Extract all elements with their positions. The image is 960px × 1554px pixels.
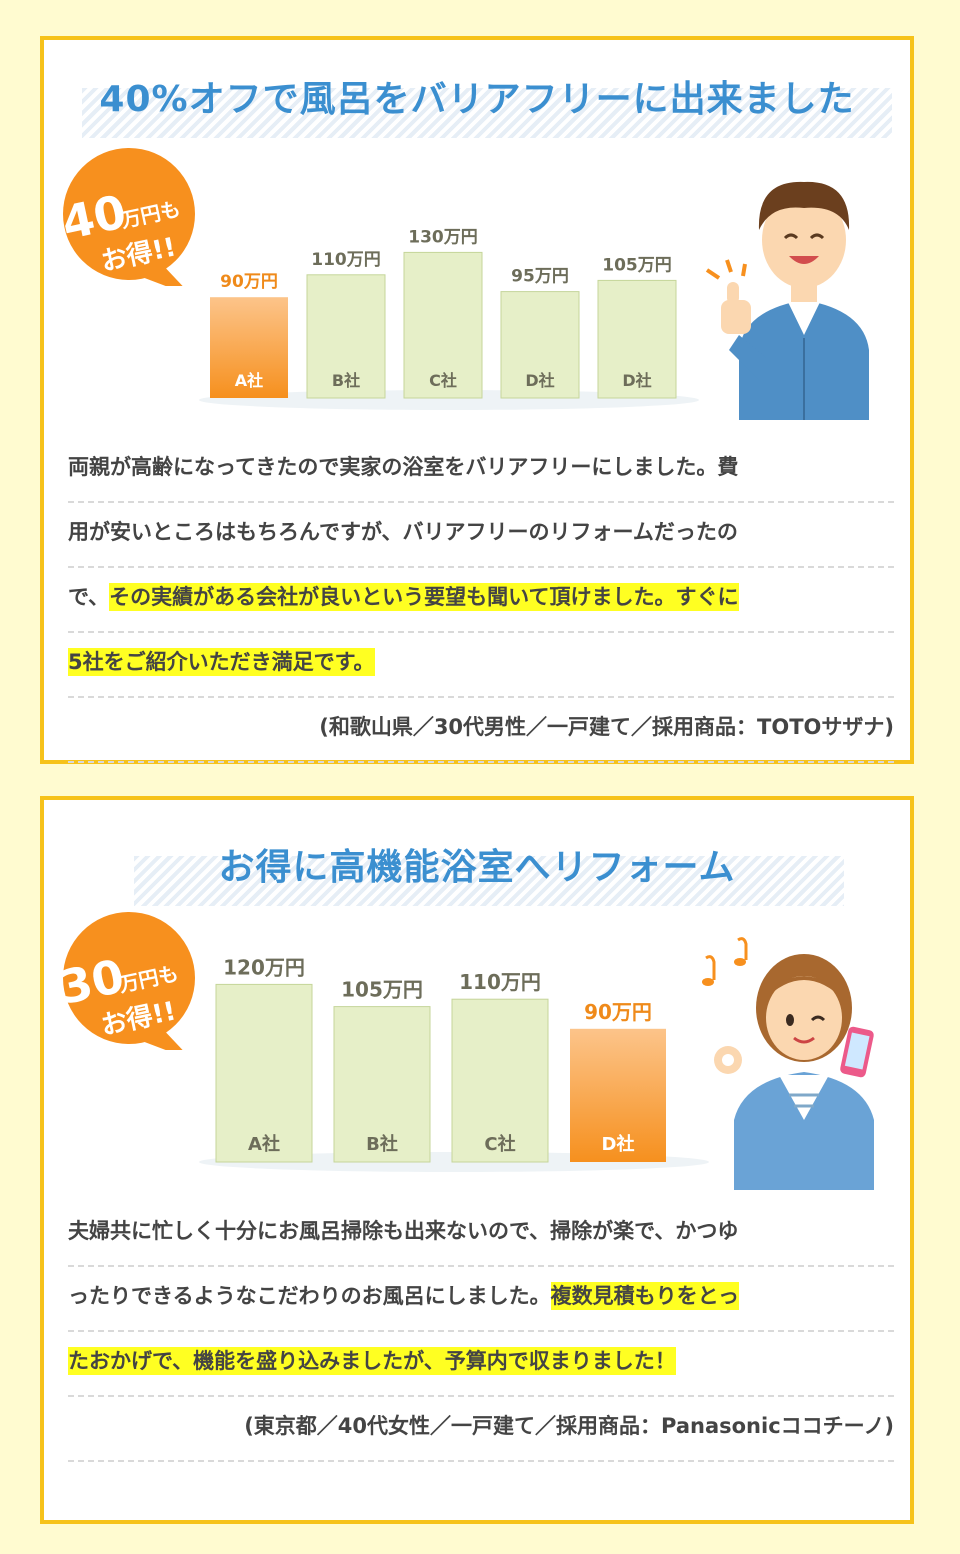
bar-category-label: D社 bbox=[602, 1133, 635, 1155]
bar-category-label: A社 bbox=[235, 371, 263, 390]
bar bbox=[306, 274, 386, 399]
highlighted-text: 複数見積もりをとっ bbox=[550, 1282, 739, 1310]
attribution: (東京都／40代女性／一戸建て／採用商品：Panasonicココチーノ) bbox=[244, 1414, 894, 1438]
man-hair bbox=[758, 181, 850, 230]
bar bbox=[597, 279, 677, 399]
attribution-line: (和歌山県／30代男性／一戸建て／採用商品：TOTOサザナ) bbox=[68, 698, 894, 763]
title-band bbox=[134, 856, 844, 906]
text-line-2: ったりできるようなこだわりのお風呂にしました。 bbox=[68, 1284, 551, 1308]
bar-value-label: 110万円 bbox=[459, 970, 541, 994]
man-thumb-hand bbox=[721, 300, 751, 334]
man-face bbox=[762, 192, 846, 288]
bar-value-label: 120万円 bbox=[223, 955, 305, 979]
woman-cardigan bbox=[734, 1072, 874, 1190]
bar-category-label: D社 bbox=[525, 371, 554, 390]
badge-circle bbox=[63, 148, 195, 280]
bar-category-label: C社 bbox=[429, 371, 457, 390]
bar-value-label: 90万円 bbox=[220, 272, 278, 292]
bar-category-label: A社 bbox=[248, 1133, 280, 1155]
badge-amount: 40 bbox=[57, 184, 131, 250]
badge-tail bbox=[134, 261, 183, 286]
price-comparison-chart: 120万円 A社 105万円 B社 110万円 C社 90万円 D社 bbox=[199, 955, 709, 1172]
testimonial-text: 夫婦共に忙しく十分にお風呂掃除も出来ないので、掃除が楽で、かつゆ ったりできるよ… bbox=[68, 1202, 894, 1462]
highlighted-text: その実績がある会社が良いという要望も聞いて頂けました。すぐに bbox=[109, 583, 739, 611]
bar bbox=[210, 297, 288, 398]
title-band bbox=[82, 88, 892, 138]
text-line-1: 両親が高齢になってきたので実家の浴室をバリアフリーにしました。費 bbox=[68, 455, 739, 479]
text-line: たおかげで、機能を盛り込みましたが、予算内で収まりました！ bbox=[68, 1332, 894, 1397]
savings-badge: 30 万円も お得!! bbox=[55, 912, 195, 1050]
music-note-icon bbox=[705, 955, 716, 980]
text-line: 用が安いところはもちろんですが、バリアフリーのリフォームだったの bbox=[68, 503, 894, 568]
woman-face bbox=[766, 976, 842, 1060]
text-line-3: で、 bbox=[68, 585, 110, 609]
bar-value-label: 95万円 bbox=[511, 267, 569, 287]
music-note-icon bbox=[737, 937, 748, 960]
bar-value-label: 110万円 bbox=[311, 250, 381, 270]
testimonial-card-1: 40%オフで風呂をバリアフリーに出来ました 40 万円も お得!! 90万円 A社… bbox=[40, 36, 914, 764]
badge-amount: 30 bbox=[55, 949, 129, 1015]
text-line: ったりできるようなこだわりのお風呂にしました。複数見積もりをとっ bbox=[68, 1267, 894, 1332]
man-collar bbox=[787, 300, 821, 335]
testimonial-card-2: お得に高機能浴室へリフォーム 30 万円も お得!! 120万円 A社 105万円 B… bbox=[40, 796, 914, 1524]
attribution-line: (東京都／40代女性／一戸建て／採用商品：Panasonicココチーノ) bbox=[68, 1397, 894, 1462]
text-line: で、その実績がある会社が良いという要望も聞いて頂けました。すぐに bbox=[68, 568, 894, 633]
bar-value-label: 90万円 bbox=[584, 1000, 652, 1024]
badge-circle bbox=[63, 912, 195, 1044]
bar bbox=[451, 998, 549, 1163]
highlighted-text: たおかげで、機能を盛り込みましたが、予算内で収まりました！ bbox=[68, 1347, 676, 1375]
woman-shirt bbox=[779, 1075, 829, 1120]
bar-category-label: C社 bbox=[484, 1133, 515, 1155]
bar bbox=[215, 983, 313, 1163]
man-mouth bbox=[789, 256, 819, 264]
text-line: 5社をご紹介いただき満足です。 bbox=[68, 633, 894, 698]
bar-category-label: D社 bbox=[622, 371, 651, 390]
text-line: 夫婦共に忙しく十分にお風呂掃除も出来ないので、掃除が楽で、かつゆ bbox=[68, 1202, 894, 1267]
price-comparison-chart: 90万円 A社 110万円 B社 130万円 C社 95万円 D社 105万円 D社 bbox=[199, 227, 699, 410]
card-title: 40%オフで風呂をバリアフリーに出来ました bbox=[99, 79, 855, 120]
bar-category-label: B社 bbox=[366, 1133, 398, 1155]
card-title: お得に高機能浴室へリフォーム bbox=[218, 847, 736, 888]
man-thumbs-up-illustration bbox=[705, 181, 869, 420]
woman-ok-sign-illustration bbox=[702, 937, 874, 1190]
bar bbox=[500, 291, 580, 399]
bar-value-label: 105万円 bbox=[602, 255, 672, 275]
text-line-2: 用が安いところはもちろんですが、バリアフリーのリフォームだったの bbox=[68, 520, 738, 544]
badge-tail bbox=[134, 1025, 183, 1050]
bar-category-label: B社 bbox=[332, 371, 360, 390]
bar-value-label: 105万円 bbox=[341, 978, 423, 1002]
testimonial-text: 両親が高齢になってきたので実家の浴室をバリアフリーにしました。費 用が安いところ… bbox=[68, 438, 894, 763]
savings-badge: 40 万円も お得!! bbox=[57, 148, 195, 286]
text-line-1: 夫婦共に忙しく十分にお風呂掃除も出来ないので、掃除が楽で、かつゆ bbox=[68, 1219, 739, 1243]
text-line: 両親が高齢になってきたので実家の浴室をバリアフリーにしました。費 bbox=[68, 438, 894, 503]
bar bbox=[570, 1028, 666, 1162]
bar bbox=[333, 1006, 431, 1163]
highlighted-text: 5社をご紹介いただき満足です。 bbox=[68, 648, 375, 676]
bar-value-label: 130万円 bbox=[408, 227, 478, 247]
bar bbox=[403, 251, 483, 399]
attribution: (和歌山県／30代男性／一戸建て／採用商品：TOTOサザナ) bbox=[319, 715, 894, 739]
